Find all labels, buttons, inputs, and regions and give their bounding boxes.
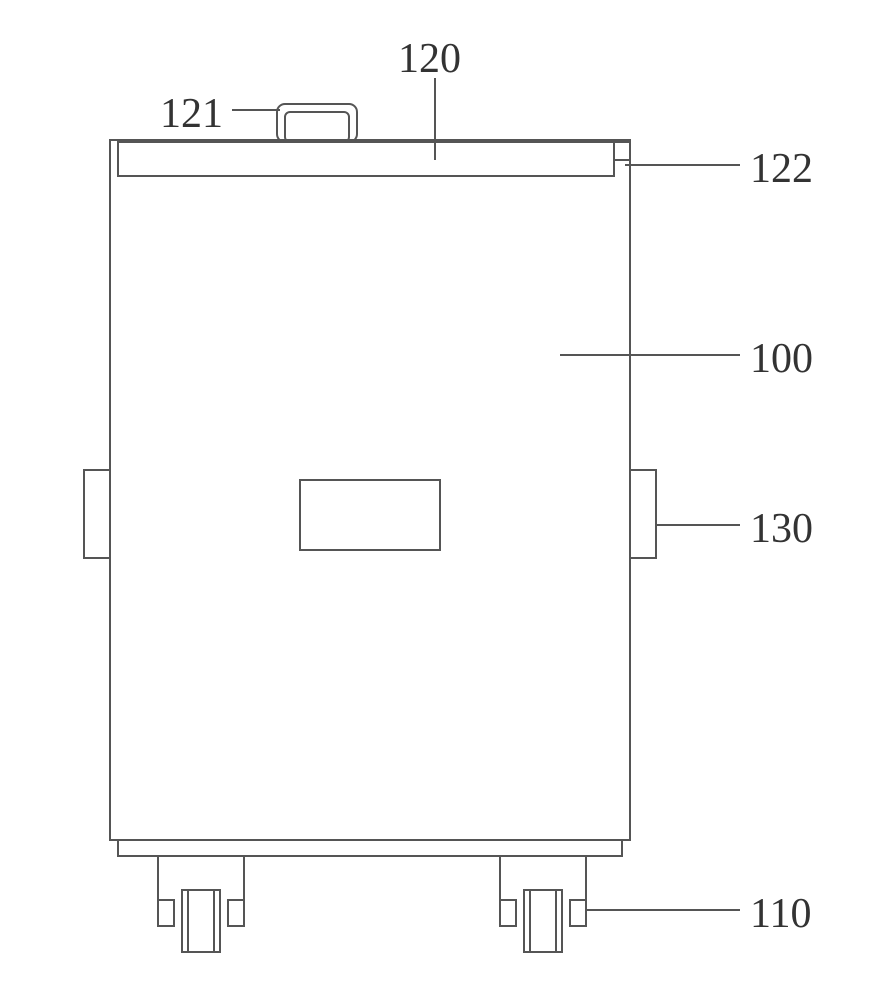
label-hinge: 122	[750, 145, 813, 193]
handle-outer	[277, 104, 357, 142]
label-body: 100	[750, 335, 813, 383]
side-handle-right	[630, 470, 656, 558]
center-plate	[300, 480, 440, 550]
body-rect	[110, 140, 630, 840]
label-lid: 120	[398, 35, 461, 83]
wheel-right-assembly	[500, 856, 586, 952]
wheel-left-assembly	[158, 856, 244, 952]
base-plate	[118, 840, 622, 856]
leader-lines	[232, 78, 740, 910]
label-handle: 121	[160, 90, 223, 138]
side-handle-left	[84, 470, 110, 558]
label-side-handle: 130	[750, 505, 813, 553]
hinge-notch	[614, 142, 630, 160]
label-wheel: 110	[750, 890, 811, 938]
handle-inner	[285, 112, 349, 142]
lid-rect	[118, 142, 614, 176]
